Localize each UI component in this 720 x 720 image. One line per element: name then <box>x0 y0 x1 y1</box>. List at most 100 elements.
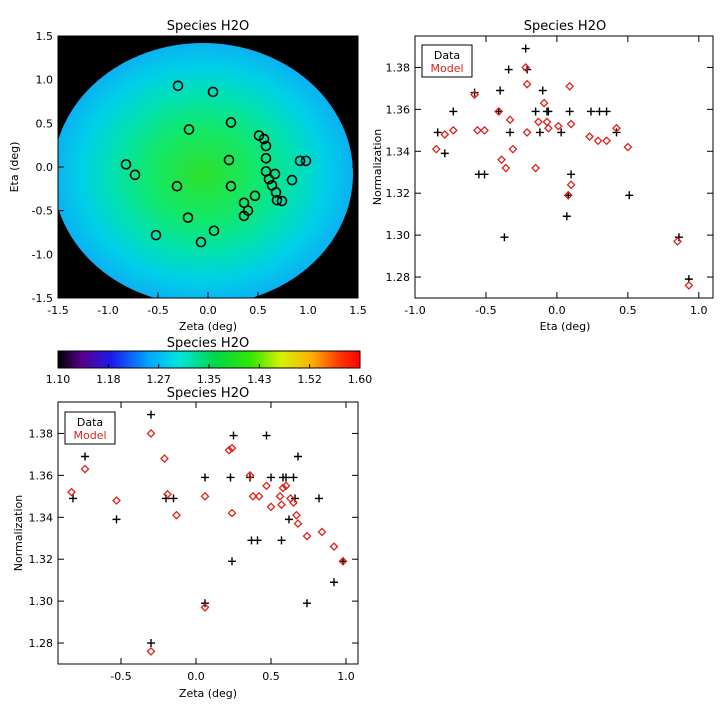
zeta-scatter-model-point <box>112 496 121 505</box>
eta-scatter-model-point <box>470 90 480 100</box>
pointing-marker <box>260 152 272 164</box>
normalization-field <box>58 43 353 298</box>
legend-data-label: Data <box>77 416 103 429</box>
eta-scatter-data-point <box>504 65 513 74</box>
eta-scatter-model-point <box>505 115 515 125</box>
colorbar-tick-label: 1.52 <box>297 373 322 386</box>
zeta-scatter-data-point <box>289 473 298 482</box>
zeta-scatter-model-point <box>254 491 264 501</box>
heatmap-ticks: -1.5 -1.0 -0.5 0.0 0.5 1.0 1.5 -1.5 -1.0 -0.5 0.0 0… <box>32 30 367 317</box>
pointing-marker <box>225 117 237 128</box>
pointing-marker <box>225 180 237 192</box>
zeta-scatter-model-point <box>245 470 255 480</box>
eta-scatter-data-point <box>440 149 449 158</box>
zeta-scatter-model-point <box>293 519 303 528</box>
zeta-scatter-data-point <box>228 557 236 566</box>
zeta-scatter-model-point <box>289 498 298 508</box>
zeta-scatter-data-point <box>303 599 311 608</box>
pointing-marker <box>208 225 220 237</box>
eta-scatter-frame <box>414 35 714 299</box>
eta-scatter-x-tick-label: 0.0 <box>548 304 566 317</box>
pointing-marker <box>150 229 162 241</box>
pointing-marker <box>120 159 132 170</box>
pointing-marker <box>207 86 219 98</box>
eta-scatter-title: Species H2O <box>524 19 606 34</box>
eta-scatter-legend: Data Model <box>421 44 473 78</box>
zeta-scatter-legend: Data Model <box>64 411 116 445</box>
eta-scatter-data-point <box>567 170 576 179</box>
zeta-scatter-panel: Species H2O -0.5 0.0 0.5 1.0 1.28 1.30 1.32 1.3… <box>12 386 359 700</box>
eta-scatter-series <box>431 44 694 290</box>
eta-scatter-model-point <box>448 125 458 135</box>
zeta-scatter-data-point <box>267 473 275 482</box>
heatmap-x-tick-label: 0.0 <box>199 304 217 317</box>
eta-scatter-model-point <box>522 79 532 89</box>
zeta-scatter-y-label: Normalization <box>12 495 25 571</box>
zeta-scatter-data-point <box>226 473 235 482</box>
eta-scatter-data-point <box>500 233 509 242</box>
zeta-scatter-x-tick-label: 1.0 <box>337 670 355 683</box>
zeta-scatter-model-point <box>329 542 339 552</box>
zeta-scatter-model-point <box>248 491 258 501</box>
zeta-scatter-data-point <box>147 410 155 419</box>
eta-scatter-model-point <box>473 125 482 135</box>
eta-scatter-model-point <box>612 123 621 133</box>
eta-scatter-model-point <box>585 132 594 142</box>
zeta-scatter-model-point <box>224 445 234 455</box>
zeta-scatter-model-point <box>160 454 169 464</box>
eta-scatter-model-point <box>521 63 531 72</box>
eta-scatter-model-point <box>534 117 543 127</box>
pointing-marker <box>263 173 275 185</box>
pointing-marker <box>223 154 235 166</box>
heatmap-y-label: Eta (deg) <box>8 142 21 193</box>
eta-scatter-model-point <box>480 125 489 135</box>
zeta-scatter-x-tick-label: 0.5 <box>262 670 280 683</box>
zeta-scatter-y-tick-label: 1.28 <box>29 637 54 650</box>
eta-scatter-y-tick-label: 1.32 <box>386 187 411 200</box>
colorbar-ticks: 1.10 1.18 1.27 1.35 1.43 1.52 1.60 <box>46 364 372 386</box>
eta-scatter-model-point <box>440 130 450 139</box>
eta-scatter-model-point <box>497 155 506 165</box>
colorbar-tick-label: 1.35 <box>197 373 222 386</box>
zeta-scatter-model-point <box>163 489 172 499</box>
eta-scatter-model-point <box>539 98 549 108</box>
eta-scatter-model-point <box>494 107 504 116</box>
eta-scatter-data-point <box>595 107 604 116</box>
zeta-scatter-data-point <box>330 578 338 587</box>
eta-scatter-panel: Species H2O -1.0 -0.5 0.0 0.5 1.0 1.28 1.30 1.3… <box>371 19 714 333</box>
zeta-scatter-data-point <box>69 494 77 503</box>
eta-scatter-model-point <box>508 144 518 154</box>
zeta-scatter-data-point <box>277 536 286 545</box>
eta-scatter-data-point <box>506 128 515 137</box>
pointing-marker <box>286 174 298 186</box>
eta-scatter-data-point <box>521 44 530 53</box>
eta-scatter-model-point <box>566 180 576 190</box>
heatmap-x-tick-label: -1.5 <box>47 304 68 317</box>
zeta-scatter-model-point <box>227 508 237 518</box>
legend-box <box>64 411 116 445</box>
legend-model-label: Model <box>430 62 463 75</box>
heatmap-x-label: Zeta (deg) <box>179 320 237 333</box>
eta-scatter-data-point <box>538 86 547 95</box>
heatmap-y-tick-label: 0.5 <box>36 117 54 130</box>
eta-scatter-model-point <box>531 163 541 173</box>
eta-scatter-y-label: Normalization <box>371 129 384 205</box>
zeta-scatter-model-point <box>278 483 288 493</box>
pointing-marker <box>129 169 141 181</box>
eta-scatter-data-point <box>480 170 489 179</box>
eta-scatter-model-point <box>602 136 611 146</box>
pointing-marker <box>269 168 281 180</box>
eta-scatter-model-point <box>543 123 553 133</box>
legend-box <box>421 44 473 78</box>
pointing-marker <box>260 140 272 152</box>
eta-scatter-model-point <box>522 127 532 137</box>
eta-scatter-model-point <box>553 121 563 131</box>
heatmap-x-tick-label: 0.5 <box>249 304 267 317</box>
colorbar-title: Species H2O <box>167 336 249 351</box>
eta-scatter-data-point <box>535 128 544 137</box>
zeta-scatter-model-point <box>67 487 76 497</box>
heatmap-y-tick-label: -0.5 <box>32 205 53 218</box>
zeta-scatter-model-point <box>302 531 312 541</box>
colorbar-tick-label: 1.10 <box>46 373 71 386</box>
eta-scatter-data-point <box>625 191 634 200</box>
